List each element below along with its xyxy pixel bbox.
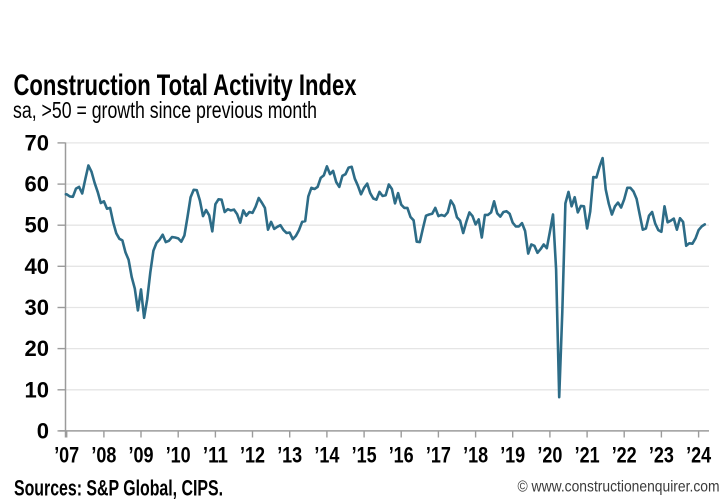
svg-text:40: 40 [25, 254, 49, 279]
svg-text:’08: ’08 [91, 443, 116, 468]
svg-text:50: 50 [25, 213, 49, 238]
svg-text:30: 30 [25, 295, 49, 320]
svg-text:’07: ’07 [54, 443, 79, 468]
svg-text:’18: ’18 [463, 443, 488, 468]
svg-text:’16: ’16 [389, 443, 414, 468]
svg-text:’24: ’24 [686, 443, 712, 468]
svg-text:20: 20 [25, 336, 49, 361]
svg-text:Sources: S&P Global, CIPS.: Sources: S&P Global, CIPS. [14, 475, 223, 500]
svg-text:70: 70 [25, 130, 49, 155]
svg-text:’15: ’15 [352, 443, 377, 468]
svg-text:’17: ’17 [426, 443, 451, 468]
svg-text:’14: ’14 [314, 443, 340, 468]
svg-text:’23: ’23 [649, 443, 674, 468]
svg-text:’12: ’12 [240, 443, 265, 468]
svg-text:’22: ’22 [612, 443, 637, 468]
svg-text:’11: ’11 [203, 443, 228, 468]
svg-text:Construction Total Activity In: Construction Total Activity Index [14, 69, 357, 102]
svg-text:sa, >50 = growth since previou: sa, >50 = growth since previous month [13, 97, 317, 123]
svg-text:60: 60 [25, 172, 49, 197]
svg-text:’19: ’19 [500, 443, 525, 468]
svg-text:’21: ’21 [575, 443, 600, 468]
svg-text:© www.constructionenquirer.com: © www.constructionenquirer.com [518, 479, 720, 496]
svg-text:0: 0 [37, 418, 49, 443]
svg-text:’09: ’09 [129, 443, 154, 468]
svg-text:’13: ’13 [277, 443, 302, 468]
svg-text:’10: ’10 [166, 443, 191, 468]
svg-text:10: 10 [25, 377, 49, 402]
svg-text:’20: ’20 [537, 443, 562, 468]
